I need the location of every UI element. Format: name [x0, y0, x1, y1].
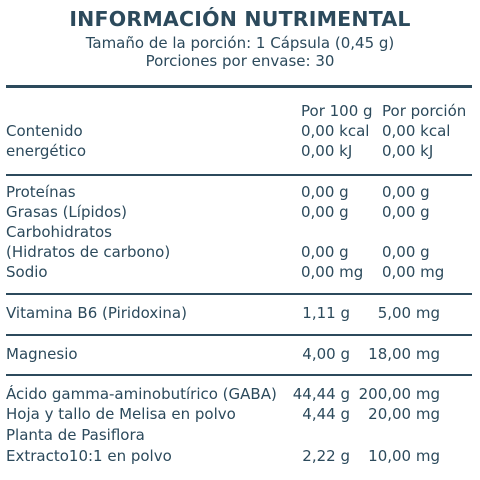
table-row: (Hidratos de carbono) 0,00 g 0,00 g [0, 242, 480, 262]
nutrient-per-serving: 5,00 mg [377, 304, 440, 322]
section-divider [6, 374, 472, 376]
nutrient-per-100g: 0,00 mg [301, 263, 364, 281]
section-divider [6, 293, 472, 295]
table-row: Hoja y tallo de Melisa en polvo 4,44 g 2… [0, 404, 480, 424]
column-header-row: Por 100 g Por porción [0, 101, 480, 121]
section-divider [6, 174, 472, 176]
nutrient-label: Grasas (Lípidos) [6, 203, 128, 221]
energy-kcal-per-serving: 0,00 kcal [382, 122, 451, 140]
nutrient-label: Carbohidratos [6, 223, 112, 241]
top-divider [6, 85, 472, 88]
nutrient-per-serving: 18,00 mg [368, 345, 440, 363]
table-row: Proteínas 0,00 g 0,00 g [0, 182, 480, 202]
energy-kj-per-serving: 0,00 kJ [382, 142, 434, 160]
nutrient-per-serving: 0,00 mg [382, 263, 445, 281]
nutrient-label: Planta de Pasiflora [6, 426, 145, 444]
nutrient-per-100g: 0,00 g [301, 203, 349, 221]
nutrient-label: Hoja y tallo de Melisa en polvo [6, 405, 236, 423]
nutrient-label: Ácido gamma-aminobutírico (GABA) [6, 385, 277, 403]
nutrient-per-serving: 10,00 mg [368, 447, 440, 465]
section-divider [6, 334, 472, 336]
nutrient-per-100g: 1,11 g [302, 304, 350, 322]
nutrient-per-serving: 0,00 g [382, 183, 430, 201]
nutrient-per-serving: 0,00 g [382, 243, 430, 261]
nutrient-per-100g: 0,00 g [301, 183, 349, 201]
energy-row-kj: energético 0,00 kJ 0,00 kJ [0, 141, 480, 161]
servings-per-container: Porciones por envase: 30 [145, 52, 335, 70]
table-row: Magnesio 4,00 g 18,00 mg [0, 344, 480, 364]
nutrient-label: Sodio [6, 263, 48, 281]
column-header-per-serving: Por porción [382, 102, 467, 120]
column-header-per-100g: Por 100 g [301, 102, 373, 120]
table-row: Carbohidratos [0, 222, 480, 242]
nutrient-per-100g: 4,44 g [302, 405, 350, 423]
table-row: Sodio 0,00 mg 0,00 mg [0, 262, 480, 282]
table-row: Planta de Pasiflora [0, 425, 480, 445]
energy-kj-per-100g: 0,00 kJ [301, 142, 353, 160]
nutrient-label-line2: Extracto10:1 en polvo [6, 447, 172, 465]
table-row: Grasas (Lípidos) 0,00 g 0,00 g [0, 202, 480, 222]
nutrient-label-line2: (Hidratos de carbono) [6, 243, 171, 261]
serving-size: Tamaño de la porción: 1 Cápsula (0,45 g) [85, 34, 395, 52]
panel-title: INFORMACIÓN NUTRIMENTAL [69, 7, 411, 31]
table-row: Vitamina B6 (Piridoxina) 1,11 g 5,00 mg [0, 303, 480, 323]
nutrient-label: Proteínas [6, 183, 76, 201]
nutrient-label: Vitamina B6 (Piridoxina) [6, 304, 187, 322]
nutrient-per-serving: 20,00 mg [368, 405, 440, 423]
nutrient-per-100g: 4,00 g [302, 345, 350, 363]
energy-label-line2: energético [6, 142, 87, 160]
energy-label: Contenido [6, 122, 83, 140]
nutrient-per-100g: 2,22 g [302, 447, 350, 465]
energy-row-kcal: Contenido 0,00 kcal 0,00 kcal [0, 121, 480, 141]
nutrient-per-100g: 44,44 g [292, 385, 350, 403]
table-row: Extracto10:1 en polvo 2,22 g 10,00 mg [0, 446, 480, 466]
nutrient-label: Magnesio [6, 345, 78, 363]
nutrient-per-serving: 200,00 mg [358, 385, 440, 403]
table-row: Ácido gamma-aminobutírico (GABA) 44,44 g… [0, 384, 480, 404]
nutrient-per-100g: 0,00 g [301, 243, 349, 261]
energy-kcal-per-100g: 0,00 kcal [301, 122, 370, 140]
nutrient-per-serving: 0,00 g [382, 203, 430, 221]
